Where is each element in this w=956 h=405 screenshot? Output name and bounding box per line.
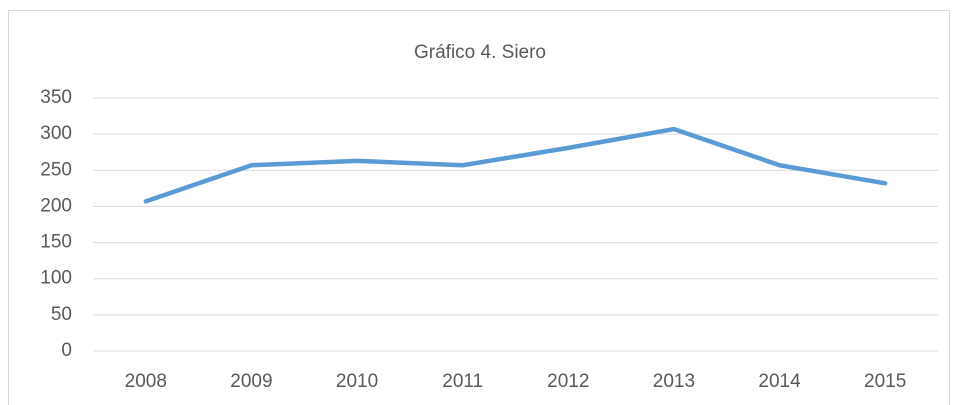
x-tick-label: 2011 <box>442 371 483 392</box>
y-tick-label: 350 <box>40 87 72 108</box>
y-tick-label: 150 <box>40 232 72 253</box>
y-tick-label: 0 <box>61 340 72 361</box>
chart-frame <box>8 10 950 405</box>
x-tick-label: 2010 <box>336 371 378 392</box>
y-tick-label: 250 <box>40 159 72 180</box>
x-tick-label: 2014 <box>758 371 801 392</box>
y-tick-label: 300 <box>40 123 72 144</box>
x-tick-label: 2008 <box>125 371 167 392</box>
x-tick-label: 2013 <box>653 371 695 392</box>
x-tick-label: 2009 <box>230 371 272 392</box>
y-tick-label: 200 <box>40 195 72 216</box>
y-tick-label: 50 <box>51 304 72 325</box>
y-tick-label: 100 <box>40 268 72 289</box>
x-tick-label: 2015 <box>864 371 906 392</box>
x-tick-label: 2012 <box>547 371 589 392</box>
chart-title: Gráfico 4. Siero <box>414 42 546 63</box>
data-line <box>143 126 888 204</box>
